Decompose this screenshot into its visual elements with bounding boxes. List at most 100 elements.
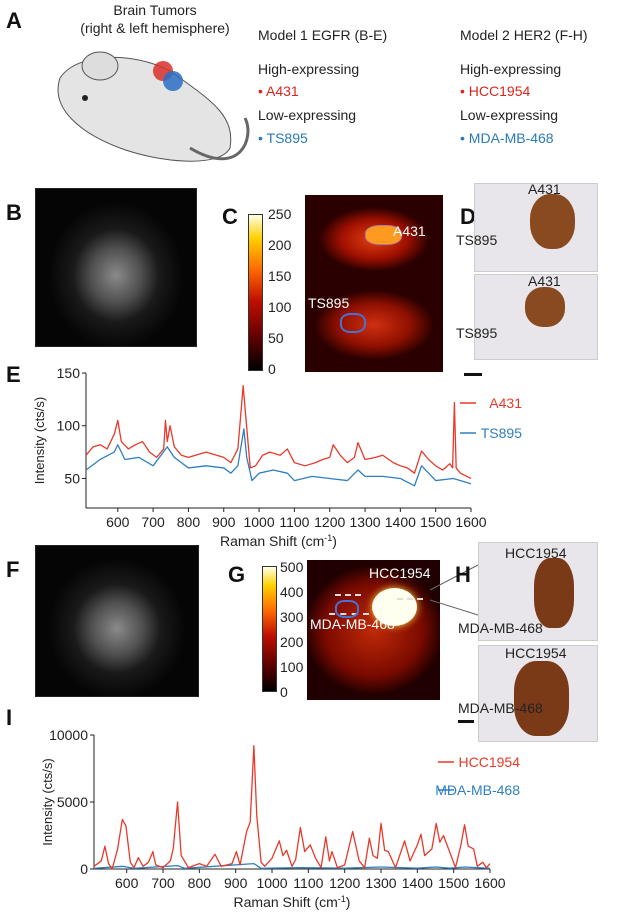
x-tick-label: 1600 bbox=[474, 875, 505, 891]
panel-label-h: H bbox=[455, 562, 471, 587]
y-tick-label: 150 bbox=[57, 365, 81, 381]
panel-label-d: D bbox=[460, 204, 476, 229]
colorbar-tick: 100 bbox=[280, 659, 304, 675]
model2-high-item: • HCC1954 bbox=[460, 83, 531, 99]
x-tick-label: 800 bbox=[177, 514, 201, 530]
x-tick-label: 1400 bbox=[385, 514, 416, 530]
colorbar-tick: 0 bbox=[268, 361, 276, 377]
model2-low-label: Low-expressing bbox=[460, 107, 559, 123]
series-line-a431 bbox=[85, 385, 472, 480]
colorbar-tick: 100 bbox=[268, 299, 292, 315]
x-tick-label: 1500 bbox=[438, 875, 469, 891]
a431-label: A431 bbox=[393, 223, 426, 239]
panel-label-g: G bbox=[228, 562, 246, 587]
ts895-roi bbox=[340, 313, 366, 333]
x-tick-label: 700 bbox=[151, 875, 175, 891]
colorbar-tick: 500 bbox=[280, 559, 304, 575]
mda-label-g: MDA-MB-468 bbox=[310, 616, 395, 632]
x-tick-label: 1000 bbox=[243, 514, 274, 530]
series-line-hcc1954 bbox=[93, 745, 491, 870]
h-hcc1954-label-2: HCC1954 bbox=[505, 645, 567, 661]
x-tick-label: 1400 bbox=[402, 875, 433, 891]
colorbar-tick: 300 bbox=[280, 609, 304, 625]
model1-low-label: Low-expressing bbox=[258, 107, 357, 123]
x-tick-label: 600 bbox=[106, 514, 130, 530]
x-tick-label: 1200 bbox=[329, 875, 360, 891]
y-tick-label: 5000 bbox=[57, 794, 88, 810]
colorbar-tick: 250 bbox=[268, 206, 292, 222]
model2-high-label: High-expressing bbox=[460, 61, 562, 77]
colorbar-g bbox=[262, 566, 277, 692]
ihc-image-h1 bbox=[478, 542, 598, 641]
mri-image-model1 bbox=[35, 188, 197, 347]
series-line-mda-mb-468 bbox=[93, 862, 491, 869]
x-tick-label: 800 bbox=[188, 875, 212, 891]
hcc1954-label-g: HCC1954 bbox=[369, 565, 431, 581]
raman-heatmap-c: A431 TS895 bbox=[305, 195, 443, 372]
x-axis-label: Raman Shift (cm-1) bbox=[220, 533, 337, 549]
ts895-label: TS895 bbox=[308, 295, 350, 311]
colorbar-tick: 150 bbox=[268, 268, 292, 284]
x-tick-label: 1600 bbox=[455, 514, 486, 530]
chart-e: 50 100 150 600 700 800 900 1000 1100 1200 1300 1400… bbox=[32, 365, 522, 549]
model1-high-label: High-expressing bbox=[258, 61, 360, 77]
y-tick-label: 0 bbox=[80, 861, 88, 877]
y-tick-label: 100 bbox=[57, 418, 81, 434]
h-hcc1954-label-1: HCC1954 bbox=[505, 545, 567, 561]
x-tick-label: 1000 bbox=[256, 875, 287, 891]
x-tick-label: 1500 bbox=[420, 514, 451, 530]
legend-label: HCC1954 bbox=[459, 754, 521, 770]
connector-lines bbox=[430, 564, 479, 616]
x-tick-label: 900 bbox=[212, 514, 236, 530]
legend-label: TS895 bbox=[481, 425, 522, 441]
x-tick-label: 1100 bbox=[293, 875, 323, 891]
h-mda-label-2: MDA-MB-468 bbox=[458, 700, 543, 716]
x-tick-label: 1200 bbox=[314, 514, 345, 530]
panel-label-a: A bbox=[6, 8, 22, 33]
colorbar-tick: 200 bbox=[268, 237, 292, 253]
brain-tumors-subtitle: (right & left hemisphere) bbox=[80, 20, 230, 36]
colorbar-tick: 50 bbox=[268, 330, 284, 346]
panel-label-f: F bbox=[6, 557, 20, 582]
mouse-illustration bbox=[57, 51, 250, 162]
model2-low-item: • MDA-MB-468 bbox=[460, 130, 554, 146]
x-tick-label: 700 bbox=[141, 514, 165, 530]
y-axis-label: Intensity (cts/s) bbox=[40, 758, 55, 845]
d-a431-label-1: A431 bbox=[528, 181, 561, 197]
d-a431-label-2: A431 bbox=[528, 273, 561, 289]
panel-label-e: E bbox=[6, 362, 21, 387]
ihc-image-d2 bbox=[474, 274, 598, 360]
mda-roi bbox=[335, 600, 359, 618]
scale-bar-d bbox=[464, 373, 482, 376]
mri-image-model2 bbox=[35, 545, 199, 697]
model2-title: Model 2 HER2 (F-H) bbox=[460, 27, 588, 43]
x-tick-label: 1300 bbox=[365, 875, 396, 891]
legend-label: A431 bbox=[489, 395, 522, 411]
ihc-image-d1 bbox=[474, 183, 598, 272]
h-mda-label-1: MDA-MB-468 bbox=[458, 620, 543, 636]
model1-high-item: • A431 bbox=[258, 83, 299, 99]
y-tick-label: 10000 bbox=[49, 727, 88, 743]
legend-label: MDA-MB-468 bbox=[435, 782, 520, 798]
colorbar-c bbox=[248, 214, 263, 371]
d-ts895-label-2: TS895 bbox=[456, 325, 498, 341]
colorbar-tick: 0 bbox=[280, 684, 288, 700]
panel-label-b: B bbox=[6, 200, 22, 225]
series-line-ts895 bbox=[85, 428, 472, 487]
x-tick-label: 1100 bbox=[279, 514, 309, 530]
ihc-image-h2 bbox=[478, 645, 598, 742]
x-tick-label: 600 bbox=[115, 875, 139, 891]
d-ts895-label-1: TS895 bbox=[456, 232, 498, 248]
raman-heatmap-g: HCC1954 MDA-MB-468 bbox=[307, 560, 440, 700]
x-tick-label: 1300 bbox=[349, 514, 380, 530]
y-axis-label: Intensity (cts/s) bbox=[32, 397, 47, 484]
scale-bar-h bbox=[458, 720, 474, 723]
panel-label-i: I bbox=[6, 705, 13, 730]
hcc1954-hotspot bbox=[372, 588, 417, 626]
model1-title: Model 1 EGFR (B-E) bbox=[258, 27, 388, 43]
panel-label-c: C bbox=[222, 204, 238, 229]
model1-low-item: • TS895 bbox=[258, 130, 308, 146]
a431-roi bbox=[365, 225, 402, 245]
chart-i: 0 5000 10000 600 700 800 900 1000 1100 1200 1300 14… bbox=[40, 727, 521, 910]
